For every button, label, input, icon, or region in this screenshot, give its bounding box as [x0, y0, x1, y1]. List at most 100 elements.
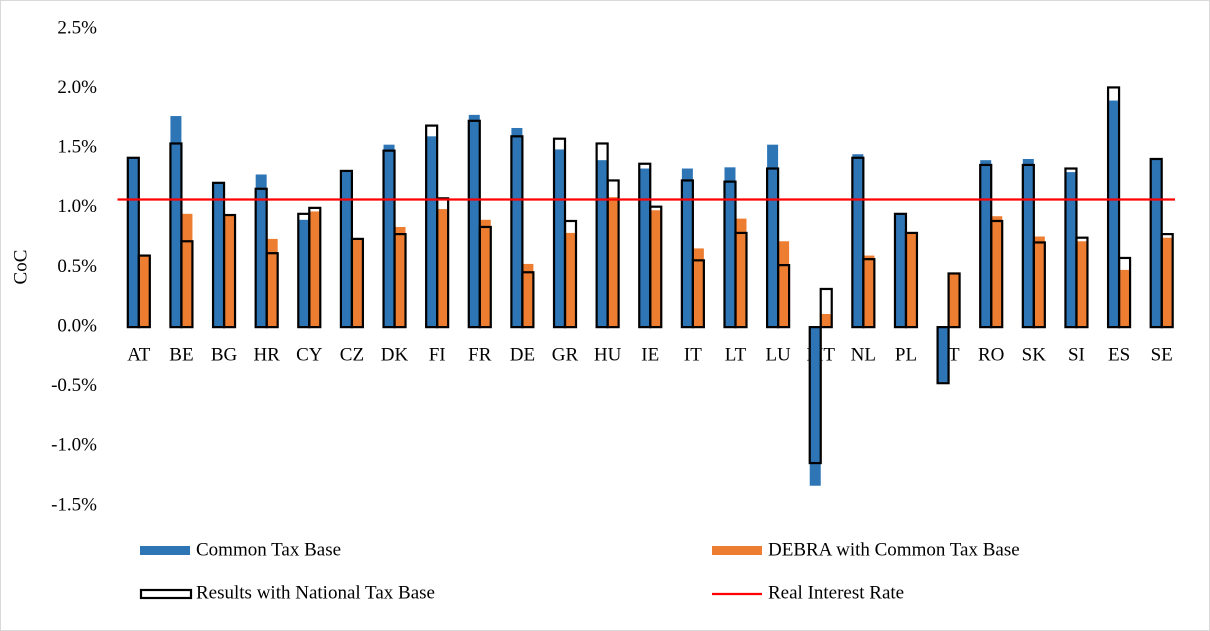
y-tick-label: 2.0% [57, 77, 97, 98]
bar [724, 167, 736, 328]
bar [639, 168, 651, 328]
national-outline [436, 197, 450, 329]
national-outline [1032, 241, 1046, 329]
x-tick-label: DE [510, 344, 535, 365]
x-tick-label: BE [169, 344, 193, 365]
national-outline [467, 119, 481, 329]
national-outline [1160, 233, 1174, 329]
national-outline [851, 156, 865, 329]
bar [809, 327, 821, 486]
national-outline [1106, 86, 1121, 329]
bar [1150, 158, 1162, 328]
national-outline [649, 205, 663, 329]
bar [1022, 158, 1034, 328]
national-outline [1075, 236, 1089, 329]
national-outline [180, 240, 194, 329]
bar [1119, 269, 1131, 328]
bar [309, 211, 321, 328]
x-tick-label: AT [127, 344, 151, 365]
x-tick-label: HU [594, 344, 622, 365]
bar [351, 238, 363, 328]
y-tick-label: 2.5% [57, 17, 97, 38]
y-tick-label: -0.5% [51, 375, 97, 396]
national-outline [766, 167, 780, 329]
bar [767, 144, 779, 328]
bar [937, 327, 949, 382]
bar [894, 213, 906, 328]
national-outline [904, 231, 919, 329]
y-tick-label: 0.0% [57, 315, 97, 336]
x-tick-label: CZ [340, 344, 364, 365]
national-outline [862, 258, 876, 329]
x-tick-label: PL [895, 344, 917, 365]
national-outline [265, 252, 279, 329]
x-tick-label: SK [1022, 344, 1047, 365]
y-tick-label: 1.0% [57, 196, 97, 217]
bar [1161, 237, 1173, 328]
x-tick-label: SE [1151, 344, 1173, 365]
bar [340, 170, 352, 328]
bar [980, 160, 992, 328]
x-tick-label: SI [1068, 344, 1085, 365]
bar [1108, 100, 1120, 328]
national-outline [691, 259, 705, 329]
bar [298, 219, 310, 328]
legend-label: Results with National Tax Base [196, 582, 435, 603]
x-tick-label: DK [381, 344, 409, 365]
bar [138, 255, 150, 328]
bar [426, 136, 438, 328]
national-outline [510, 135, 524, 329]
bar [948, 273, 960, 328]
bar [383, 144, 395, 328]
bar [468, 114, 480, 328]
x-tick-label: ES [1108, 344, 1130, 365]
bar [650, 210, 662, 328]
x-tick-label: NL [851, 344, 876, 365]
x-tick-label: LU [765, 344, 791, 365]
bar [778, 241, 790, 328]
bar [863, 255, 875, 328]
bar [565, 232, 577, 328]
bar [437, 209, 449, 328]
x-tick-label: CY [296, 344, 323, 365]
bar [692, 248, 704, 328]
national-outline [734, 231, 748, 329]
legend-swatch [140, 546, 190, 555]
legend-swatch [139, 588, 193, 600]
national-outline [137, 254, 151, 329]
bar [735, 218, 747, 328]
national-outline [478, 225, 492, 329]
bar [852, 154, 864, 328]
national-outline [169, 142, 183, 329]
bar [255, 174, 267, 328]
y-tick-label: 1.5% [57, 137, 97, 158]
national-outline [990, 219, 1004, 329]
national-outline [308, 206, 322, 329]
bar [224, 215, 236, 328]
bar [394, 226, 406, 328]
x-tick-label: HR [253, 344, 280, 365]
bar [1033, 236, 1045, 328]
x-tick-label: IE [641, 344, 659, 365]
national-outline [777, 264, 791, 329]
bar [554, 149, 566, 328]
legend-label: Common Tax Base [196, 539, 341, 560]
x-tick-label: RO [978, 344, 1004, 365]
y-tick-label: 0.5% [57, 256, 97, 277]
x-tick-label: GR [552, 344, 579, 365]
bar [213, 182, 225, 328]
bar [820, 314, 832, 328]
national-outline [819, 287, 833, 329]
national-outline [393, 233, 407, 329]
bar [511, 127, 523, 328]
y-tick-label: -1.5% [51, 494, 97, 515]
x-tick-label: LT [725, 344, 747, 365]
bar [681, 168, 693, 328]
bar [607, 197, 619, 328]
national-outline [808, 326, 822, 465]
bar [266, 238, 278, 328]
bar [1065, 172, 1077, 328]
bar [181, 213, 193, 328]
